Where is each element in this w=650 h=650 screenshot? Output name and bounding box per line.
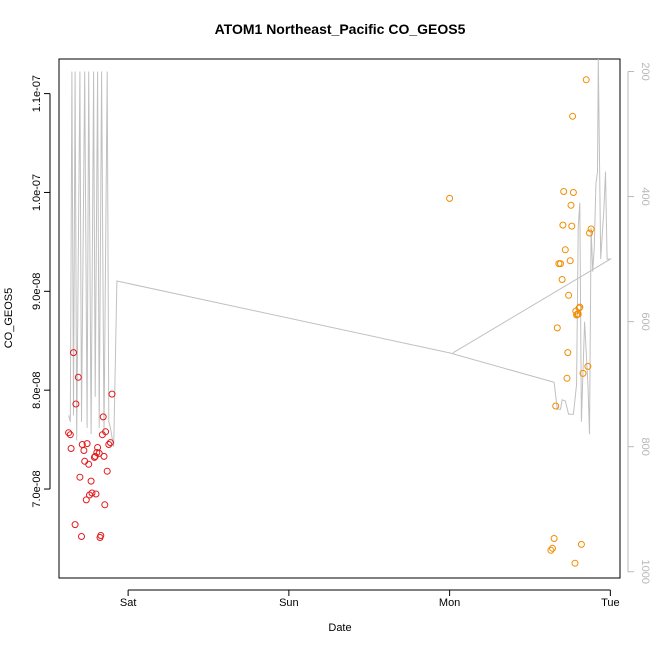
y2-tick-label-4: 1000: [639, 559, 650, 583]
data-point-s2-15: [566, 257, 574, 265]
data-point-s1-7: [76, 473, 84, 481]
plot-border: [58, 58, 621, 579]
data-point-s1-12: [82, 496, 90, 504]
plot-frame: [58, 58, 621, 579]
data-point-s2-29: [582, 76, 590, 84]
data-point-s1-20: [92, 490, 100, 498]
x-tick-label-3: Tue: [601, 597, 620, 609]
data-point-s1-16: [87, 477, 95, 485]
y-tick-label-1: 8.0e-08: [31, 372, 43, 409]
data-point-s1-28: [100, 452, 108, 460]
data-point-s2-16: [567, 201, 575, 209]
data-point-s1-17: [88, 489, 96, 497]
data-point-s2-19: [569, 189, 577, 196]
data-point-s1-27: [99, 413, 107, 421]
x-axis-label: Date: [328, 622, 351, 634]
data-point-s1-4: [71, 521, 79, 529]
data-point-s1-1: [66, 431, 74, 439]
data-point-s1-13: [83, 440, 91, 448]
x-axis: Sat Sun Mon Tue: [120, 589, 620, 609]
data-point-s1-31: [103, 467, 111, 475]
data-point-s2-27: [577, 540, 585, 548]
data-point-s1-8: [78, 533, 85, 540]
data-point-s1-10: [80, 447, 88, 454]
data-point-s2-14: [565, 291, 573, 299]
data-point-s2-12: [563, 374, 571, 382]
data-point-s2-25: [575, 304, 583, 312]
data-point-s2-17: [568, 222, 576, 230]
y-tick-label-3: 1.0e-07: [31, 174, 43, 211]
data-point-s2-18: [569, 112, 577, 120]
x-tick-label-0: Sat: [120, 597, 137, 609]
data-points-layer: [65, 76, 595, 567]
data-point-s2-2: [549, 544, 556, 552]
data-point-s2-26: [576, 303, 584, 311]
data-point-s1-3: [70, 349, 77, 357]
y-tick-label-2: 9.0e-08: [31, 273, 43, 310]
data-point-s2-1: [547, 546, 555, 554]
pressure-line-layer: [68, 59, 613, 447]
y-tick-label-4: 1.1e-07: [31, 75, 43, 112]
data-point-s2-11: [561, 246, 569, 254]
data-point-s1-11: [81, 457, 89, 465]
y2-axis: 200 400 600 800 1000: [627, 62, 650, 584]
data-point-s2-3: [550, 535, 558, 542]
data-point-s1-29: [101, 501, 109, 509]
data-point-s2-8: [558, 276, 566, 283]
y2-tick-label-0: 200: [639, 62, 650, 80]
data-point-s2-10: [560, 188, 568, 195]
data-point-s2-9: [559, 221, 567, 229]
data-point-s1-2: [67, 445, 75, 452]
y2-tick-label-2: 600: [639, 312, 650, 330]
data-point-s2-31: [586, 229, 593, 237]
data-point-s1-30: [102, 428, 110, 436]
chart-title: ATOM1 Northeast_Pacific CO_GEOS5: [215, 21, 466, 37]
x-tick-label-2: Mon: [439, 597, 460, 609]
data-point-s2-5: [553, 324, 561, 332]
data-point-s1-34: [108, 390, 116, 398]
data-point-s2-13: [564, 349, 572, 357]
data-point-s2-32: [587, 225, 595, 233]
data-point-s1-25: [97, 532, 105, 539]
data-point-s2-28: [579, 369, 587, 377]
x-tick-label-1: Sun: [279, 597, 299, 609]
y-axis: 7.0e-08 8.0e-08 9.0e-08 1.0e-07 1.1e-07: [31, 75, 51, 508]
data-point-s1-32: [105, 441, 113, 448]
y-tick-label-0: 7.0e-08: [31, 470, 43, 507]
data-point-s2-7: [557, 260, 564, 268]
data-point-s1-14: [85, 460, 93, 468]
y2-tick-label-1: 400: [639, 187, 650, 205]
data-point-s2-4: [552, 402, 560, 410]
data-point-s1-6: [74, 373, 82, 381]
data-point-s2-0: [446, 194, 454, 202]
data-point-s2-20: [571, 559, 579, 567]
y2-tick-label-3: 800: [639, 438, 650, 456]
y-axis-label: CO_GEOS5: [3, 288, 15, 349]
pressure-line: [68, 59, 613, 447]
data-point-s1-5: [72, 400, 80, 408]
data-point-s1-33: [106, 439, 114, 447]
data-point-s2-30: [584, 362, 592, 370]
data-point-s1-0: [65, 429, 73, 437]
